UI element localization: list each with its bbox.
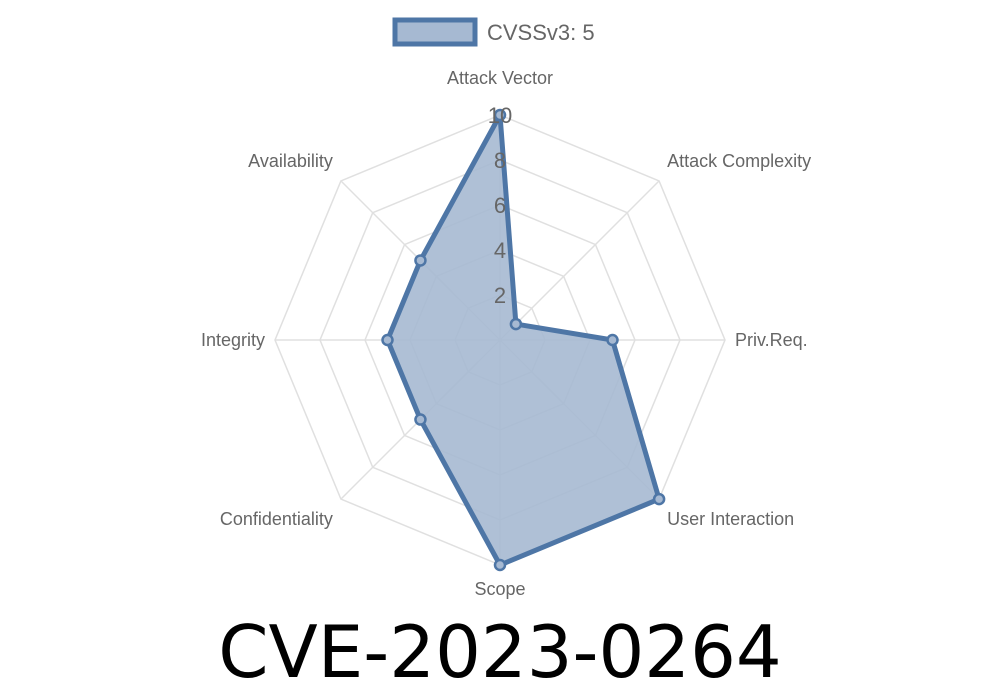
axis-label: Attack Vector [447, 68, 553, 88]
legend-label: CVSSv3: 5 [487, 20, 595, 45]
data-point [652, 492, 666, 506]
data-point [414, 254, 427, 267]
axis-label: Attack Complexity [667, 151, 811, 171]
tick-label: 6 [494, 193, 506, 218]
axis-label: Availability [248, 151, 333, 171]
tick-label: 4 [494, 238, 506, 263]
axis-label: Integrity [201, 330, 265, 350]
tick-label: 2 [494, 283, 506, 308]
data-point [381, 333, 394, 347]
tick-label: 10 [488, 103, 512, 128]
axis-label: Scope [474, 579, 525, 599]
data-point [606, 333, 619, 347]
data-point [493, 108, 507, 122]
page-title: CVE-2023-0264 [218, 610, 782, 694]
grid-spoke [499, 180, 660, 341]
data-point [509, 317, 523, 331]
axis-label: Priv.Req. [735, 330, 808, 350]
legend-swatch [392, 17, 478, 47]
axis-label: User Interaction [667, 509, 794, 529]
axis-label: Confidentiality [220, 509, 333, 529]
data-point [414, 413, 427, 426]
data-point [493, 558, 507, 572]
tick-label: 8 [494, 148, 506, 173]
